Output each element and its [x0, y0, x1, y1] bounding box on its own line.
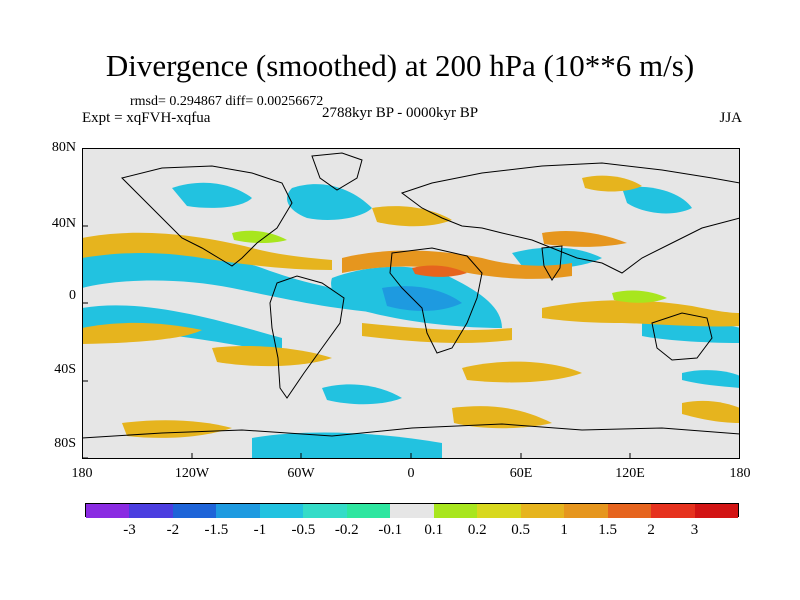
coastline-north-america: [121, 165, 293, 267]
field-band: [542, 231, 627, 247]
field-band: [372, 206, 452, 227]
colorbar-swatch: [390, 504, 435, 518]
experiment-label: Expt = xqFVH-xqfua: [82, 110, 211, 126]
colorbar-label: 3: [690, 522, 699, 538]
field-band: [362, 323, 512, 343]
lon-tick-label: 180: [71, 466, 93, 481]
colorbar-swatch: [477, 504, 522, 518]
lon-tick-label: 120E: [615, 466, 645, 481]
colorbar-label: 1.5: [598, 522, 617, 538]
field-band: [82, 245, 382, 313]
coastline-eurasia: [400, 162, 740, 274]
field-band: [582, 175, 642, 192]
colorbar-label: -0.2: [334, 522, 359, 538]
colorbar-swatch: [86, 504, 131, 518]
field-band: [452, 406, 552, 429]
colorbar-label: 0.2: [467, 522, 487, 538]
page-title: Divergence (smoothed) at 200 hPa (10**6 …: [105, 48, 695, 83]
colorbar-label: -0.5: [291, 522, 316, 538]
colorbar-swatch: [259, 504, 305, 518]
field-band: [342, 250, 572, 279]
coastlines: [82, 152, 740, 439]
period-label: 2788kyr BP - 0000kyr BP: [322, 105, 479, 121]
field-band: [542, 300, 740, 327]
lon-tick-label: 60W: [287, 466, 315, 481]
lat-tick-label: 40N: [51, 216, 76, 231]
field-band: [462, 361, 582, 383]
colorbar-swatch: [564, 504, 609, 518]
field-band: [512, 247, 602, 268]
lon-tick-label: 120W: [174, 466, 210, 481]
field-band: [612, 290, 667, 303]
lon-tick-label: 60E: [509, 466, 533, 481]
lat-tick-label: 40S: [54, 362, 76, 377]
divergence-map: [82, 148, 740, 459]
field-band: [682, 400, 740, 423]
field-band: [212, 346, 332, 367]
colorbar-label: -3: [123, 522, 136, 538]
colorbar: [85, 503, 739, 518]
colorbar-label: -1: [253, 522, 267, 538]
field-band: [682, 370, 740, 388]
coastline-antarctica: [82, 423, 740, 439]
lon-tick-label: 180: [729, 466, 751, 481]
coastline-australia: [651, 312, 713, 361]
field-band: [252, 432, 442, 459]
field-band: [412, 265, 467, 277]
colorbar-swatch: [216, 504, 261, 518]
colorbar-label: 0.1: [424, 522, 444, 538]
field-band: [322, 384, 402, 405]
colorbar-swatch: [433, 504, 479, 518]
field-band: [82, 322, 202, 344]
colorbar-swatch: [694, 504, 738, 518]
colorbar-swatch: [346, 504, 392, 518]
lon-tick-label: 0: [407, 466, 415, 481]
field-band: [382, 286, 462, 311]
coastline-greenland: [311, 152, 363, 191]
divergence-field: [82, 175, 740, 459]
coastline-africa: [389, 247, 483, 354]
colorbar-label: 0.5: [511, 522, 531, 538]
colorbar-swatch: [607, 504, 653, 518]
lat-tick-label: 80N: [51, 140, 76, 155]
colorbar-swatch: [129, 504, 174, 518]
colorbar-swatch: [172, 504, 218, 518]
colorbar-swatch: [303, 504, 348, 518]
field-band: [622, 186, 692, 214]
field-band: [232, 230, 287, 243]
colorbar-swatch: [651, 504, 696, 518]
coastline-india: [541, 245, 563, 281]
colorbar-swatch: [520, 504, 566, 518]
stats-line: rmsd= 0.294867 diff= 0.00256672: [130, 94, 324, 109]
colorbar-label: -1.5: [204, 522, 229, 538]
colorbar-label: -0.1: [378, 522, 403, 538]
lat-tick-label: 0: [69, 288, 76, 303]
field-band: [172, 182, 252, 208]
field-band: [287, 184, 372, 220]
coastline-south-america: [269, 275, 345, 399]
lat-tick-label: 80S: [54, 436, 76, 451]
season-label: JJA: [719, 110, 742, 126]
colorbar-labels: -3 -2 -1.5 -1 -0.5 -0.2 -0.1 0.1 0.2 0.5 1 1.5 2 3: [0, 522, 800, 542]
colorbar-label: -2: [166, 522, 180, 538]
colorbar-label: 1: [560, 522, 568, 538]
colorbar-label: 2: [647, 522, 655, 538]
axis-ticks: [82, 148, 631, 459]
